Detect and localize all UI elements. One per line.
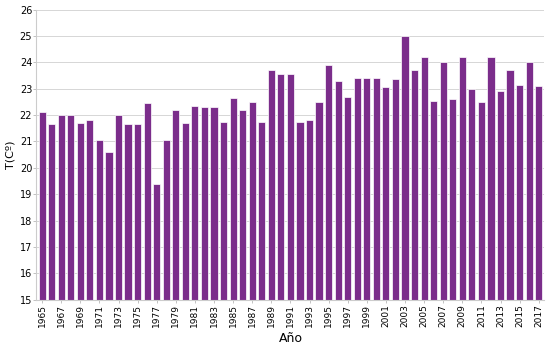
Bar [115, 115, 122, 300]
Bar [249, 102, 256, 300]
Bar [402, 36, 409, 300]
Bar [507, 70, 514, 300]
Bar [86, 120, 94, 300]
Bar [106, 152, 113, 300]
Bar [354, 78, 361, 300]
Bar [239, 110, 246, 300]
Bar [430, 101, 437, 300]
Bar [182, 123, 189, 300]
Bar [344, 97, 351, 300]
Bar [287, 74, 294, 300]
Bar [258, 122, 265, 300]
Bar [478, 102, 485, 300]
Bar [277, 74, 284, 300]
Bar [268, 70, 275, 300]
Bar [459, 57, 466, 300]
Bar [296, 122, 304, 300]
Bar [191, 106, 199, 300]
Y-axis label: T(Cº): T(Cº) [6, 140, 15, 169]
Bar [392, 79, 399, 300]
Bar [325, 65, 332, 300]
Bar [449, 99, 456, 300]
Bar [153, 184, 160, 300]
Bar [220, 122, 227, 300]
Bar [124, 124, 131, 300]
Bar [211, 107, 218, 300]
Bar [411, 70, 418, 300]
Bar [526, 62, 533, 300]
Bar [39, 112, 46, 300]
Bar [334, 81, 342, 300]
X-axis label: Año: Año [278, 332, 303, 345]
Bar [535, 86, 542, 300]
Bar [421, 57, 428, 300]
Bar [96, 140, 103, 300]
Bar [382, 87, 389, 300]
Bar [58, 115, 65, 300]
Bar [468, 89, 475, 300]
Bar [306, 120, 313, 300]
Bar [172, 110, 179, 300]
Bar [516, 85, 523, 300]
Bar [316, 102, 323, 300]
Bar [163, 140, 170, 300]
Bar [201, 107, 208, 300]
Bar [229, 98, 236, 300]
Bar [373, 78, 380, 300]
Bar [67, 115, 74, 300]
Bar [487, 57, 494, 300]
Bar [134, 124, 141, 300]
Bar [77, 123, 84, 300]
Bar [497, 91, 504, 300]
Bar [439, 62, 447, 300]
Bar [363, 78, 370, 300]
Bar [144, 103, 151, 300]
Bar [48, 124, 55, 300]
